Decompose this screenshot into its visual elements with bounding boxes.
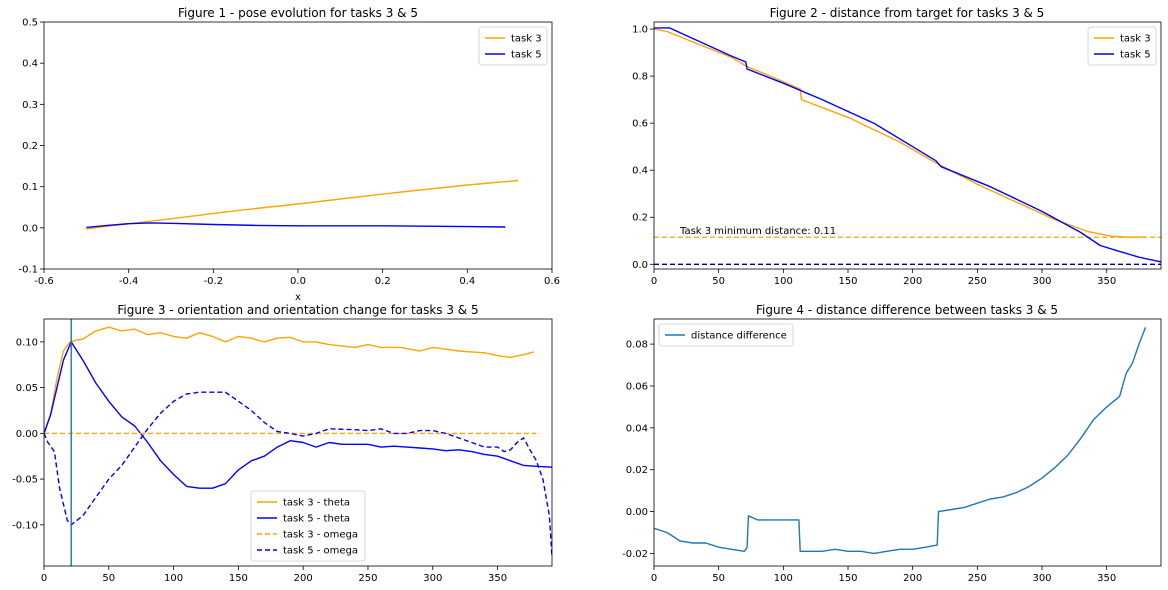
legend-box: [250, 490, 366, 562]
figure-1-panel: Figure 1 - pose evolution for tasks 3 & …: [18, 6, 559, 303]
y-tick-label: 0.0: [22, 223, 38, 234]
y-tick-label: 0.02: [626, 465, 648, 476]
figure-2-panel: Figure 2 - distance from target for task…: [632, 6, 1162, 287]
y-tick-label: 0.4: [632, 166, 648, 177]
series-line: [44, 391, 552, 557]
y-tick-label: -0.10: [12, 520, 38, 531]
y-tick-label: 0.4: [22, 59, 38, 70]
figure-3-title: Figure 3 - orientation and orientation c…: [117, 303, 478, 317]
figure-1-xlabel: x: [295, 292, 301, 303]
y-tick-label: 0.2: [632, 213, 648, 224]
y-tick-label: -0.05: [12, 475, 38, 486]
y-tick-label: 1.0: [632, 25, 648, 36]
legend-box: [478, 26, 548, 66]
y-tick-label: 0.05: [16, 383, 38, 394]
y-tick-label: 0.5: [22, 18, 38, 29]
x-tick-label: 150: [838, 573, 857, 584]
legend-label: task 5 - theta: [283, 514, 350, 525]
x-tick-label: 250: [968, 276, 987, 287]
x-tick-label: 300: [1032, 276, 1051, 287]
figure-4-panel: Figure 4 - distance difference between t…: [622, 303, 1162, 584]
y-tick-label: 0.08: [626, 340, 648, 351]
y-tick-label: 0.1: [22, 182, 38, 193]
y-tick-label: 0.0: [632, 260, 648, 271]
x-tick-label: 150: [838, 276, 857, 287]
y-tick-label: 0.8: [632, 72, 648, 83]
series-line: [44, 326, 535, 434]
x-tick-label: 0.0: [290, 276, 306, 287]
x-tick-label: 0: [41, 573, 47, 584]
x-tick-label: 50: [712, 276, 725, 287]
series-line: [654, 27, 1161, 263]
x-tick-label: 0.4: [459, 276, 475, 287]
legend-label: task 5: [1120, 50, 1151, 61]
x-tick-label: 350: [1097, 276, 1116, 287]
legend-label: task 3: [1120, 34, 1151, 45]
y-tick-label: 0.2: [22, 141, 38, 152]
figure-2-annotation: Task 3 minimum distance: 0.11: [679, 226, 836, 237]
y-tick-label: -0.1: [18, 265, 38, 276]
legend-label: distance difference: [691, 331, 787, 342]
x-tick-label: 50: [712, 573, 725, 584]
series-line: [44, 341, 552, 489]
legend-label: task 3 - omega: [283, 530, 358, 541]
x-tick-label: 250: [358, 573, 377, 584]
x-tick-label: 350: [488, 573, 507, 584]
legend-label: task 3: [511, 34, 542, 45]
series-line: [86, 179, 519, 230]
x-tick-label: 300: [423, 573, 442, 584]
x-tick-label: 150: [229, 573, 248, 584]
legend-box: [658, 323, 794, 347]
legend-label: task 5: [511, 50, 542, 61]
axes-frame: [653, 318, 1162, 567]
legend-label: task 5 - omega: [283, 546, 358, 557]
x-tick-label: 250: [968, 573, 987, 584]
axes-frame: [43, 21, 553, 270]
x-tick-label: 200: [903, 573, 922, 584]
x-tick-label: 100: [774, 573, 793, 584]
x-tick-label: 200: [903, 276, 922, 287]
x-tick-label: 100: [774, 276, 793, 287]
axes-frame: [43, 318, 553, 567]
legend-label: task 3 - theta: [283, 498, 350, 509]
y-tick-label: 0.00: [626, 507, 648, 518]
x-tick-label: 200: [294, 573, 313, 584]
x-tick-label: 300: [1032, 573, 1051, 584]
legend-box: [1087, 26, 1157, 66]
figure-1-title: Figure 1 - pose evolution for tasks 3 & …: [178, 6, 418, 20]
y-tick-label: -0.02: [622, 549, 648, 560]
y-tick-label: 0.04: [626, 423, 648, 434]
x-tick-label: 0.2: [375, 276, 391, 287]
y-tick-label: 0.3: [22, 100, 38, 111]
x-tick-label: -0.2: [204, 276, 224, 287]
x-tick-label: -0.4: [119, 276, 139, 287]
x-tick-label: 100: [164, 573, 183, 584]
y-tick-label: 0.6: [632, 119, 648, 130]
series-line: [654, 327, 1147, 555]
figure-4-title: Figure 4 - distance difference between t…: [756, 303, 1058, 317]
x-tick-label: 0.6: [544, 276, 560, 287]
y-tick-label: 0.10: [16, 337, 38, 348]
figure-2-title: Figure 2 - distance from target for task…: [770, 6, 1045, 20]
x-tick-label: -0.6: [34, 276, 54, 287]
x-tick-label: 350: [1097, 573, 1116, 584]
series-line: [86, 222, 506, 229]
y-tick-label: 0.06: [626, 381, 648, 392]
series-line: [654, 28, 1146, 238]
x-tick-label: 50: [102, 573, 115, 584]
x-tick-label: 0: [651, 276, 657, 287]
y-tick-label: 0.00: [16, 429, 38, 440]
x-tick-label: 0: [651, 573, 657, 584]
figure-3-panel: Figure 3 - orientation and orientation c…: [12, 303, 553, 584]
axes-frame: [653, 21, 1162, 270]
